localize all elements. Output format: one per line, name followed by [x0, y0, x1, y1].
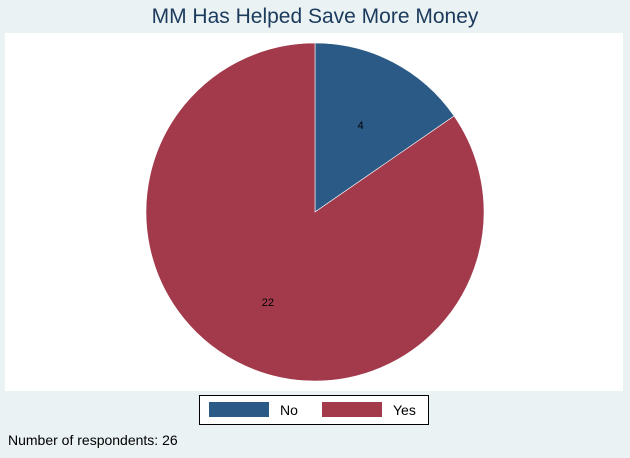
- legend-label-no: No: [280, 402, 298, 418]
- pie-chart: 4 22: [145, 42, 485, 382]
- plot-area: 4 22: [5, 33, 623, 391]
- data-label-yes: 22: [262, 297, 274, 309]
- data-label-no: 4: [357, 120, 363, 132]
- legend: No Yes: [199, 395, 429, 425]
- legend-swatch-yes: [322, 402, 382, 417]
- legend-swatch-no: [209, 402, 269, 417]
- pie-slice-no: [314, 42, 455, 213]
- legend-label-yes: Yes: [393, 402, 416, 418]
- pie-slice-yes: [145, 42, 485, 382]
- respondents-note: Number of respondents: 26: [8, 432, 178, 448]
- chart-title: MM Has Helped Save More Money: [151, 5, 479, 28]
